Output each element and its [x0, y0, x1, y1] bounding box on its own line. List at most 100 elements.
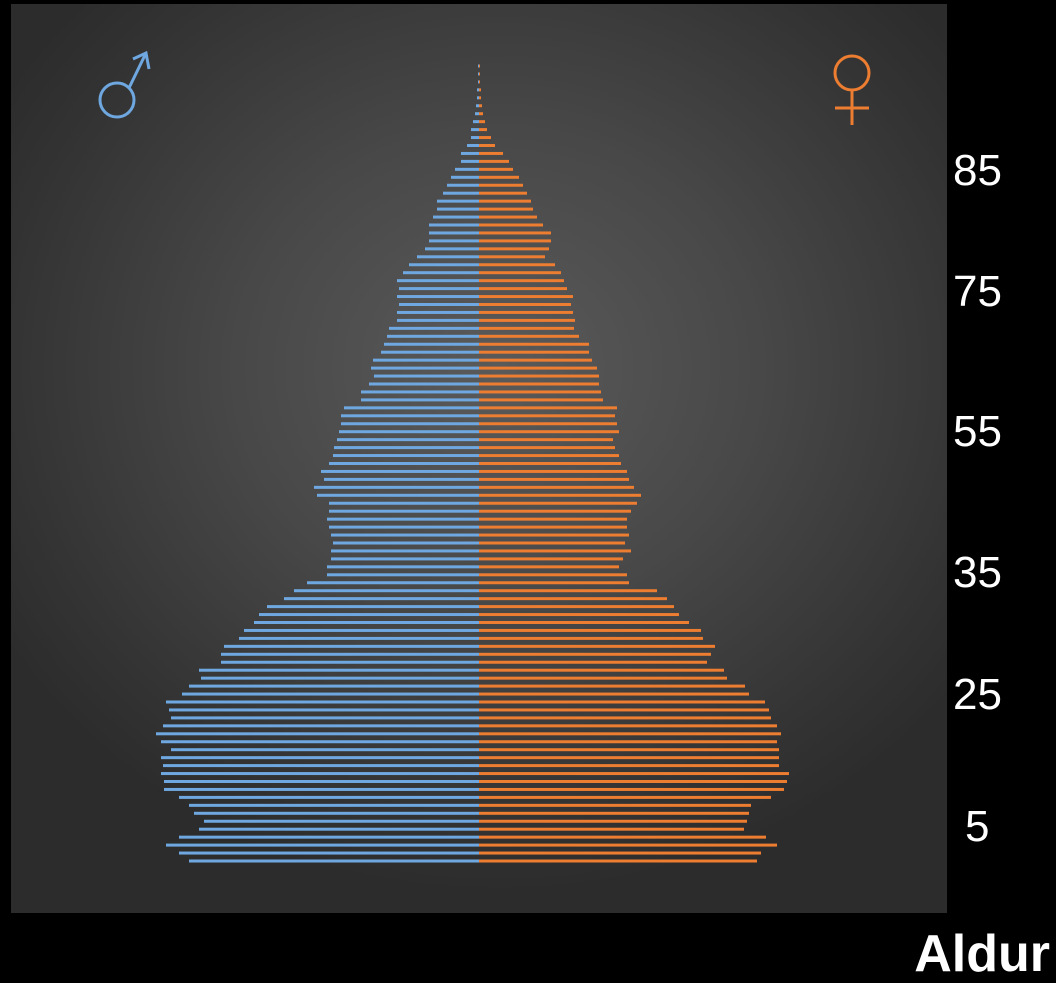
- female-bar-age-12: [479, 764, 779, 768]
- male-bar-age-97: [477, 88, 479, 92]
- female-bar-age-87: [479, 167, 513, 171]
- female-bar-age-31: [479, 613, 679, 617]
- female-bar-age-72: [479, 287, 567, 291]
- female-bar-age-61: [479, 374, 599, 378]
- male-bar-age-10: [164, 780, 479, 783]
- male-bar-age-21: [182, 692, 479, 696]
- female-bar-age-81: [479, 215, 537, 219]
- female-bar-age-96: [479, 96, 481, 100]
- male-bar-age-64: [381, 350, 479, 354]
- female-bar-age-63: [479, 358, 592, 362]
- male-bar-age-17: [163, 724, 479, 728]
- female-bar-age-57: [479, 406, 617, 410]
- female-bar-age-15: [479, 740, 777, 744]
- female-bar-age-95: [479, 104, 482, 108]
- female-bar-age-51: [479, 454, 619, 458]
- female-bar-age-83: [479, 199, 531, 203]
- female-bar-age-13: [479, 756, 779, 760]
- male-bar-age-82: [437, 207, 479, 211]
- male-bar-age-32: [267, 605, 479, 609]
- male-bar-age-74: [403, 271, 479, 275]
- male-bar-age-18: [171, 716, 479, 720]
- female-bar-age-78: [479, 239, 551, 243]
- male-bar-age-11: [161, 772, 479, 776]
- male-bar-age-90: [467, 144, 479, 147]
- male-bar-age-94: [475, 112, 479, 116]
- female-bar-age-20: [479, 700, 765, 704]
- female-bar-age-98: [479, 80, 480, 84]
- male-bar-age-22: [189, 684, 479, 688]
- female-bar-age-2: [479, 843, 777, 847]
- female-bar-age-67: [479, 326, 574, 330]
- female-bar-age-14: [479, 748, 779, 752]
- male-bar-age-61: [374, 374, 479, 378]
- female-bar-age-82: [479, 207, 533, 211]
- female-bar-age-85: [479, 183, 523, 187]
- female-bar-age-44: [479, 509, 631, 513]
- female-bar-age-19: [479, 708, 769, 712]
- male-bar-age-76: [417, 255, 479, 259]
- male-bar-age-49: [321, 469, 479, 473]
- y-tick-label: 35: [953, 548, 1002, 597]
- male-bar-age-24: [199, 668, 479, 672]
- male-bar-age-78: [429, 239, 479, 243]
- female-bar-age-49: [479, 469, 627, 473]
- male-bar-age-98: [478, 80, 479, 84]
- female-bar-age-77: [479, 247, 549, 251]
- male-bar-age-47: [314, 485, 479, 489]
- female-bar-age-10: [479, 780, 787, 783]
- female-bar-age-39: [479, 549, 631, 553]
- female-bar-age-6: [479, 811, 749, 815]
- female-bar-age-71: [479, 295, 573, 299]
- female-bar-age-23: [479, 676, 727, 680]
- female-bar-age-58: [479, 398, 603, 402]
- female-bar-age-76: [479, 255, 545, 259]
- male-bar-age-46: [317, 493, 479, 497]
- female-bar-age-89: [479, 151, 503, 155]
- female-bar-age-69: [479, 310, 573, 314]
- male-bar-age-58: [361, 398, 479, 402]
- female-bar-age-4: [479, 827, 744, 831]
- male-bar-age-16: [156, 732, 479, 736]
- female-bar-age-0: [479, 859, 757, 863]
- male-bar-age-89: [461, 151, 479, 155]
- male-bar-age-23: [201, 676, 479, 680]
- male-bar-age-29: [244, 628, 479, 632]
- female-bar-age-88: [479, 159, 509, 163]
- female-bar-age-17: [479, 724, 777, 728]
- male-bar-age-86: [451, 175, 479, 179]
- female-bar-age-48: [479, 477, 629, 481]
- male-bar-age-57: [344, 406, 479, 410]
- female-bar-age-16: [479, 732, 781, 736]
- female-bar-age-40: [479, 541, 625, 545]
- female-bar-age-1: [479, 851, 761, 855]
- male-bar-age-27: [224, 644, 479, 648]
- female-bar-age-79: [479, 231, 551, 235]
- male-bar-age-77: [425, 247, 479, 251]
- male-bar-age-92: [471, 128, 479, 132]
- male-bar-age-51: [333, 454, 479, 458]
- male-symbol-icon: [98, 50, 151, 119]
- male-bar-age-4: [199, 827, 479, 831]
- male-bar-age-70: [399, 303, 479, 306]
- female-bars: [479, 64, 789, 863]
- female-bar-age-53: [479, 438, 613, 442]
- male-bar-age-68: [397, 318, 479, 322]
- male-bar-age-50: [329, 462, 479, 465]
- female-bar-age-46: [479, 493, 641, 497]
- male-bar-age-44: [329, 509, 479, 513]
- male-bar-age-66: [387, 334, 479, 338]
- female-bar-age-64: [479, 350, 589, 354]
- female-bar-age-93: [479, 120, 485, 124]
- y-tick-label: 85: [953, 146, 1002, 195]
- female-bar-age-32: [479, 605, 674, 609]
- male-bar-age-62: [371, 366, 479, 370]
- female-bar-age-59: [479, 390, 601, 394]
- female-bar-age-75: [479, 263, 555, 267]
- male-bar-age-35: [307, 581, 479, 585]
- male-bar-age-81: [433, 215, 479, 219]
- female-bar-age-100: [479, 64, 480, 68]
- female-symbol-icon: [833, 54, 871, 125]
- female-bar-age-80: [479, 223, 543, 227]
- female-bar-age-65: [479, 342, 589, 346]
